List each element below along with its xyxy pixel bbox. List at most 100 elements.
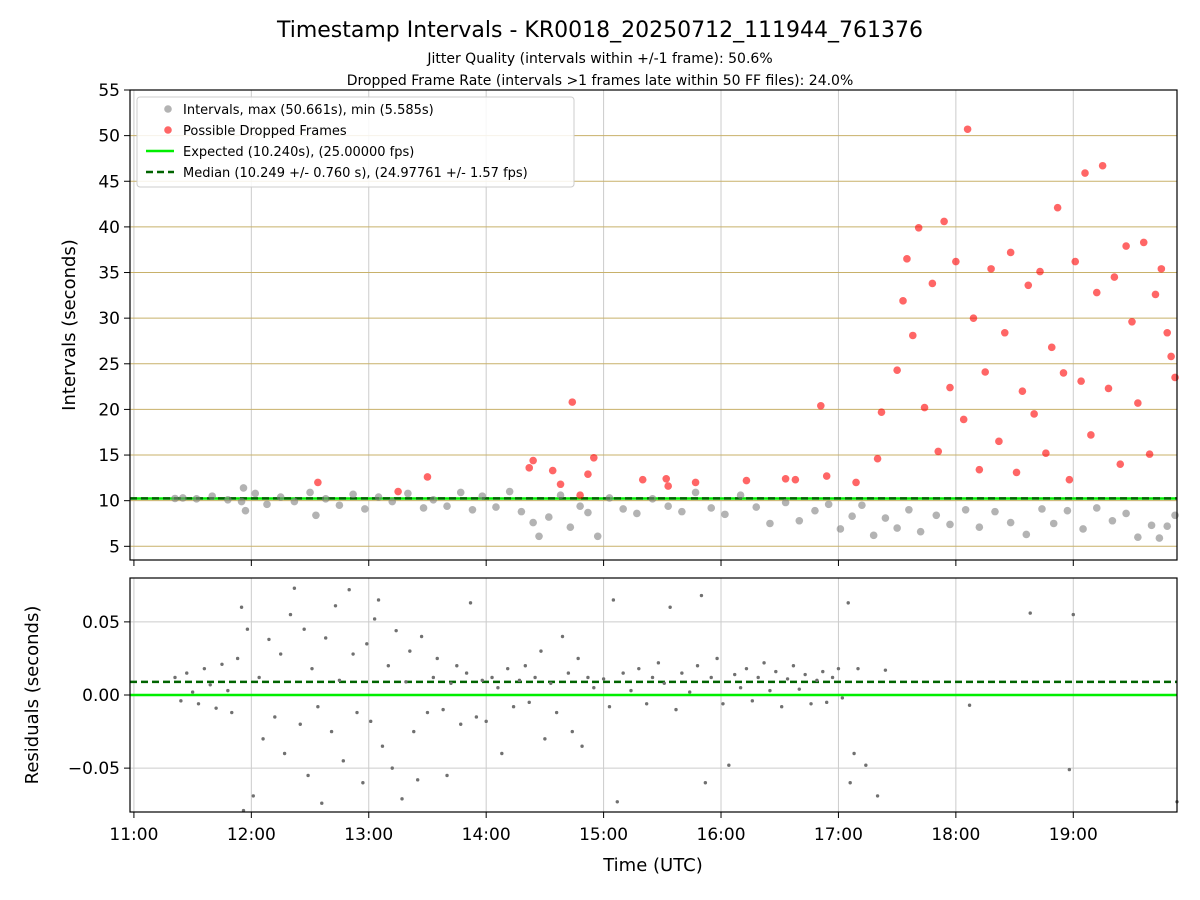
- dropped-frame-point: [1128, 318, 1136, 326]
- interval-point: [468, 506, 477, 514]
- interval-point: [263, 500, 271, 509]
- residual-point: [292, 586, 297, 590]
- residual-point: [727, 763, 731, 767]
- dropped-frame-point: [791, 475, 800, 484]
- residual-point: [570, 729, 574, 734]
- intervals-points: [171, 125, 1179, 542]
- interval-point: [721, 510, 729, 519]
- dropped-frame-point: [1053, 203, 1062, 212]
- dropped-frame-point: [909, 331, 917, 340]
- residual-point: [852, 751, 856, 756]
- residual-point: [273, 715, 277, 719]
- interval-point: [179, 494, 187, 502]
- interval-point: [535, 532, 543, 541]
- residual-point: [703, 781, 708, 785]
- residual-point: [380, 744, 385, 748]
- legend-marker-intervals: [164, 105, 172, 113]
- residual-point: [415, 778, 420, 782]
- residual-point: [306, 773, 310, 778]
- residual-point: [179, 699, 183, 703]
- x-tick-label: 14:00: [462, 825, 511, 845]
- dropped-frame-point: [314, 478, 322, 487]
- interval-point: [456, 488, 465, 497]
- residual-point: [644, 702, 649, 706]
- intervals-y-tick-label: 20: [98, 400, 120, 420]
- interval-point: [858, 501, 866, 510]
- residual-point: [202, 666, 207, 671]
- residual-point: [695, 664, 700, 668]
- dropped-frame-point: [781, 474, 790, 483]
- intervals-y-tick-label: 35: [98, 264, 120, 284]
- residual-point: [261, 737, 265, 741]
- interval-point: [545, 513, 553, 521]
- residual-point: [298, 722, 302, 726]
- interval-point: [349, 490, 357, 499]
- interval-point: [991, 507, 999, 516]
- residual-point: [523, 664, 528, 668]
- dropped-frame-point: [548, 466, 557, 475]
- residual-point: [333, 604, 338, 608]
- dropped-frame-point: [662, 474, 671, 483]
- residual-point: [779, 705, 784, 709]
- residual-point: [629, 688, 633, 693]
- jitter-quality-subtitle: Jitter Quality (intervals within +/-1 fr…: [426, 51, 772, 67]
- dropped-frame-point: [975, 465, 984, 474]
- residual-point: [282, 751, 287, 756]
- interval-point: [478, 492, 487, 500]
- x-tick-label: 13:00: [344, 825, 393, 845]
- residual-point: [431, 675, 436, 680]
- dropped-frame-point: [638, 475, 647, 484]
- residual-point: [680, 671, 684, 675]
- residual-point: [1071, 612, 1075, 617]
- residual-point: [267, 637, 271, 642]
- residual-point: [768, 688, 772, 693]
- residual-point: [251, 794, 255, 798]
- interval-point: [241, 506, 250, 515]
- interval-point: [208, 492, 216, 500]
- interval-point: [374, 493, 383, 501]
- residual-point: [592, 685, 596, 690]
- interval-point: [691, 488, 700, 497]
- residual-point: [329, 729, 334, 734]
- residual-point: [257, 675, 261, 680]
- interval-point: [1171, 511, 1179, 520]
- residual-point: [762, 661, 766, 665]
- residual-point: [302, 627, 306, 631]
- residual-point: [386, 664, 391, 668]
- intervals-y-tick-label: 55: [98, 81, 120, 101]
- intervals-y-tick-label: 25: [98, 355, 120, 375]
- dropped-frame-point: [1167, 352, 1175, 361]
- interval-point: [707, 504, 716, 512]
- dropped-frame-point: [556, 480, 565, 489]
- dropped-frame-point: [852, 478, 860, 487]
- interval-point: [619, 505, 627, 513]
- residual-point: [445, 773, 449, 778]
- residual-point: [774, 669, 778, 674]
- residual-point: [744, 666, 749, 671]
- residual-point: [474, 715, 479, 719]
- residual-point: [668, 605, 672, 609]
- dropped-frame-point: [525, 464, 534, 472]
- dropped-frame-point: [1145, 450, 1154, 458]
- interval-point: [1038, 505, 1046, 513]
- x-axis-label: Time (UTC): [602, 855, 703, 876]
- interval-point: [1147, 521, 1156, 530]
- dropped-frame-point: [590, 453, 598, 462]
- dropped-frame-point: [742, 476, 751, 485]
- residual-point: [324, 636, 328, 640]
- interval-point: [752, 503, 761, 511]
- dropped-frame-point: [394, 487, 402, 496]
- interval-point: [1092, 504, 1101, 512]
- dropped-frame-point: [1030, 410, 1038, 418]
- x-tick-label: 15:00: [579, 825, 628, 845]
- residual-point: [400, 797, 404, 801]
- legend-label-expected: Expected (10.240s), (25.00000 fps): [183, 145, 414, 160]
- residuals-y-tick-label: −0.05: [68, 759, 120, 779]
- residual-point: [351, 652, 355, 656]
- residual-point: [824, 700, 829, 705]
- interval-point: [961, 506, 970, 514]
- residual-point: [856, 666, 860, 671]
- residual-point: [506, 666, 510, 671]
- interval-point: [946, 520, 954, 529]
- residual-point: [185, 671, 189, 675]
